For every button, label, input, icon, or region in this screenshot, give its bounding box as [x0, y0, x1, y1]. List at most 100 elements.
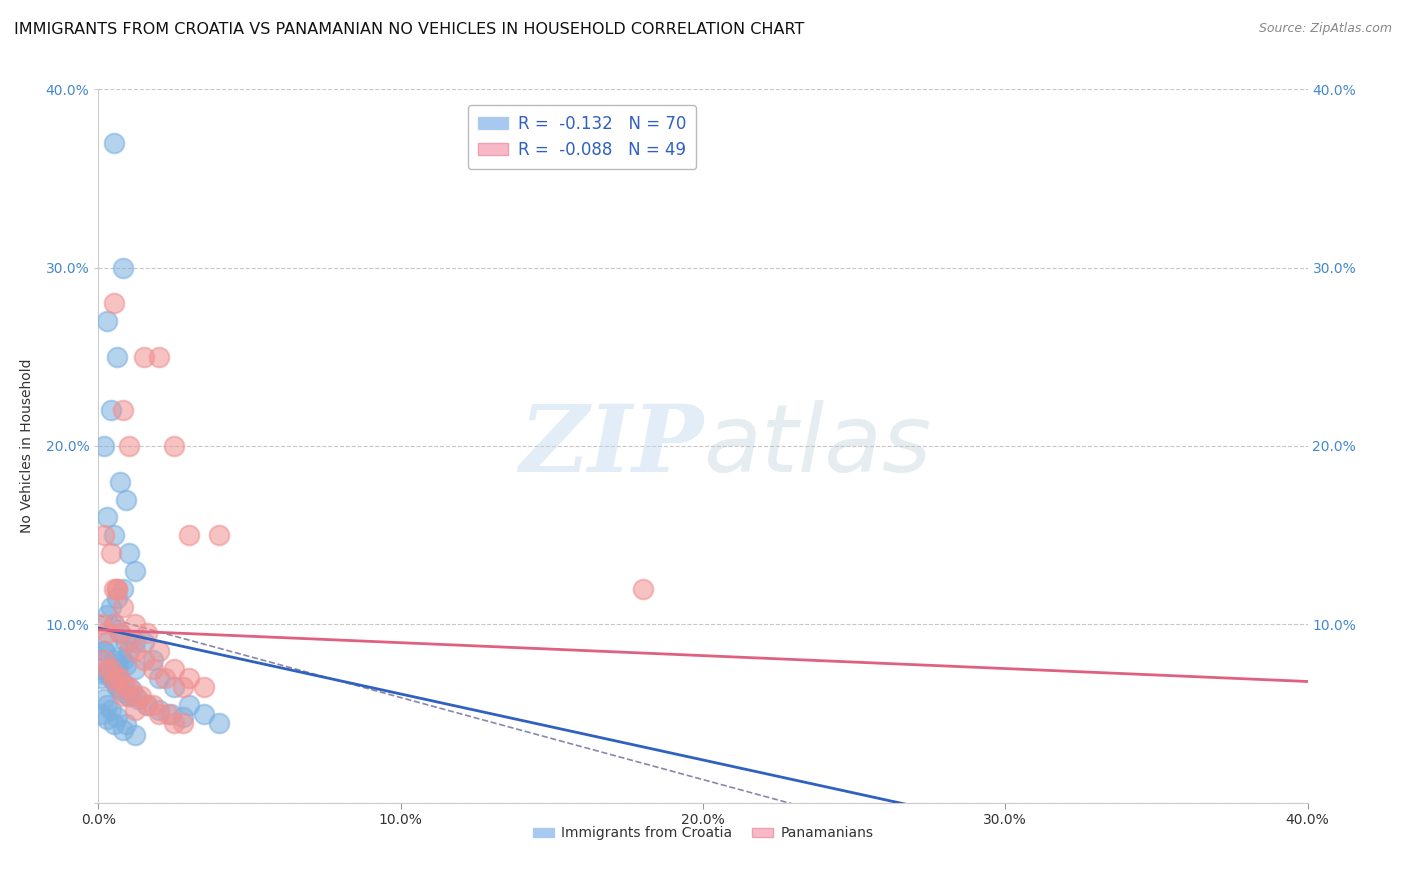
Point [114, 680, 136, 694]
Point [103, 582, 125, 596]
Point [93, 644, 115, 658]
Point [111, 723, 134, 737]
Point [111, 599, 134, 614]
Point [163, 439, 186, 453]
Point [132, 653, 155, 667]
Point [111, 403, 134, 417]
Point [93, 667, 115, 681]
Point [118, 689, 141, 703]
Point [153, 671, 176, 685]
Point [93, 692, 115, 706]
Point [96, 698, 118, 712]
Point [142, 653, 165, 667]
Point [179, 671, 201, 685]
Point [100, 669, 122, 683]
Point [105, 662, 128, 676]
Point [96, 664, 118, 678]
Point [111, 685, 134, 699]
Point [148, 671, 170, 685]
Point [105, 582, 128, 596]
Point [118, 439, 141, 453]
Point [118, 680, 141, 694]
Point [105, 350, 128, 364]
Point [114, 658, 136, 673]
Point [111, 582, 134, 596]
Point [148, 706, 170, 721]
Point [96, 635, 118, 649]
Point [142, 698, 165, 712]
Point [96, 608, 118, 623]
Point [135, 698, 157, 712]
Point [108, 681, 131, 696]
Point [103, 617, 125, 632]
Point [103, 717, 125, 731]
Point [148, 350, 170, 364]
Point [96, 510, 118, 524]
Point [105, 680, 128, 694]
Point [124, 644, 146, 658]
Point [111, 689, 134, 703]
Point [163, 715, 186, 730]
Point [100, 662, 122, 676]
Text: Source: ZipAtlas.com: Source: ZipAtlas.com [1258, 22, 1392, 36]
Point [193, 680, 215, 694]
Point [111, 260, 134, 275]
Text: ZIP: ZIP [519, 401, 703, 491]
Point [208, 715, 231, 730]
Point [108, 649, 131, 664]
Point [93, 528, 115, 542]
Point [90, 671, 112, 685]
Point [96, 712, 118, 726]
Point [129, 689, 152, 703]
Point [93, 653, 115, 667]
Point [142, 662, 165, 676]
Point [90, 706, 112, 721]
Point [108, 626, 131, 640]
Point [103, 674, 125, 689]
Point [103, 528, 125, 542]
Point [111, 653, 134, 667]
Point [124, 617, 146, 632]
Point [96, 665, 118, 680]
Point [108, 671, 131, 685]
Legend: Immigrants from Croatia, Panamanians: Immigrants from Croatia, Panamanians [527, 821, 879, 846]
Point [148, 703, 170, 717]
Point [114, 635, 136, 649]
Y-axis label: No Vehicles in Household: No Vehicles in Household [21, 359, 34, 533]
Point [108, 475, 131, 489]
Point [124, 662, 146, 676]
Point [118, 635, 141, 649]
Point [105, 671, 128, 685]
Point [96, 626, 118, 640]
Point [124, 703, 146, 717]
Point [127, 692, 149, 706]
Point [96, 662, 118, 676]
Point [114, 717, 136, 731]
Point [100, 703, 122, 717]
Point [208, 528, 231, 542]
Point [93, 439, 115, 453]
Point [118, 689, 141, 703]
Point [132, 635, 155, 649]
Point [111, 676, 134, 690]
Point [156, 706, 179, 721]
Point [108, 626, 131, 640]
Point [105, 591, 128, 605]
Point [121, 683, 143, 698]
Point [163, 680, 186, 694]
Point [148, 644, 170, 658]
Text: atlas: atlas [703, 401, 931, 491]
Point [118, 644, 141, 658]
Point [105, 673, 128, 687]
Point [100, 599, 122, 614]
Point [90, 653, 112, 667]
Point [100, 546, 122, 560]
Point [135, 626, 157, 640]
Point [163, 662, 186, 676]
Point [114, 492, 136, 507]
Point [172, 710, 194, 724]
Point [93, 644, 115, 658]
Point [103, 674, 125, 689]
Point [100, 403, 122, 417]
Point [135, 698, 157, 712]
